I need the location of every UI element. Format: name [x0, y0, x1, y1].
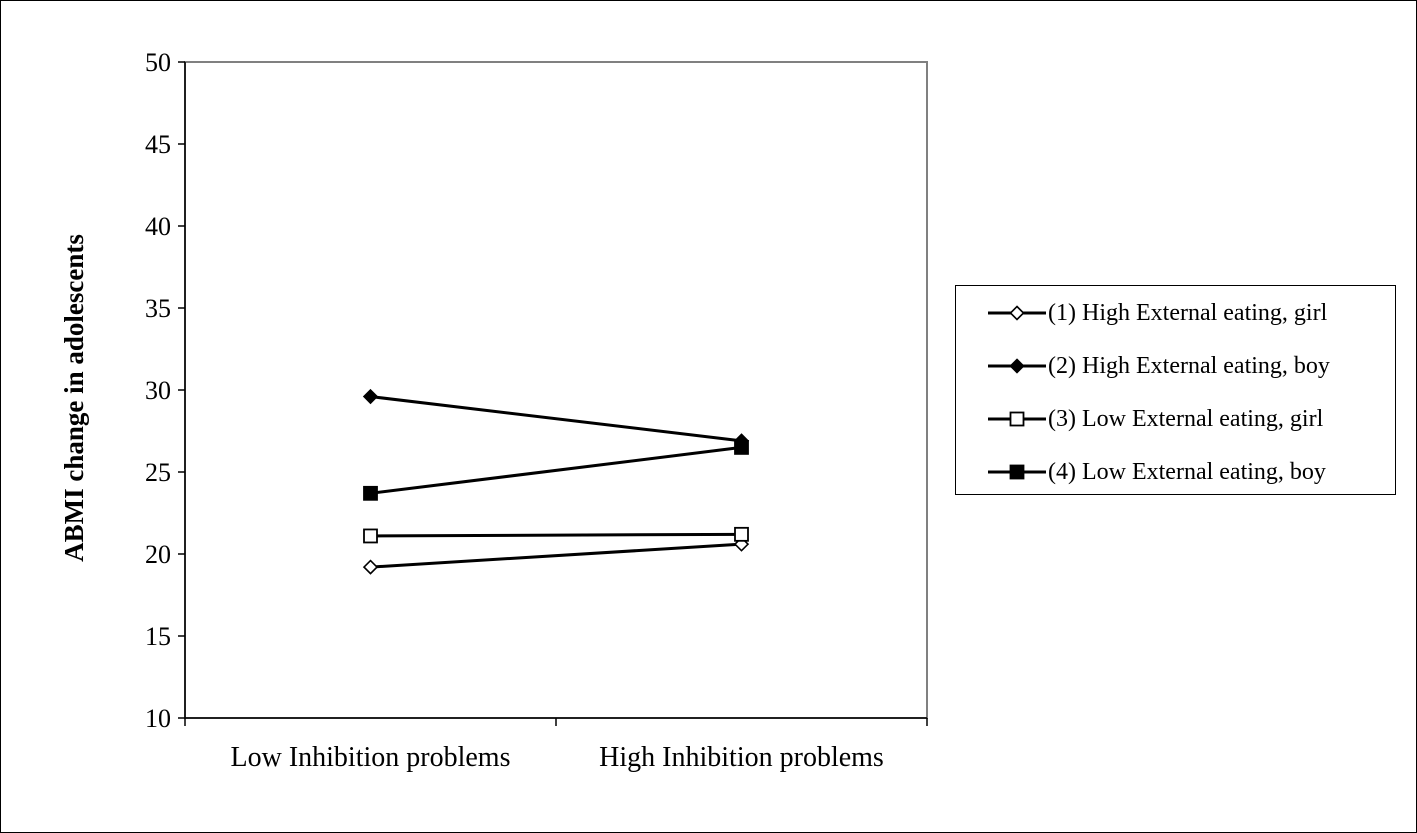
- data-point-series-4: [734, 439, 749, 455]
- legend-swatch-3: [988, 411, 1046, 427]
- legend: (1) High External eating, girl (2) High E…: [955, 285, 1396, 495]
- legend-swatch-4: [988, 464, 1046, 480]
- legend-item-1: (1) High External eating, girl: [988, 298, 1327, 328]
- legend-swatch-2: [988, 358, 1046, 374]
- y-tick-label: 45: [145, 130, 171, 159]
- legend-label: (2) High External eating, boy: [1048, 352, 1330, 379]
- y-tick-label: 20: [145, 540, 171, 569]
- legend-label: (3) Low External eating, girl: [1048, 405, 1324, 432]
- plot-area: [184, 61, 928, 719]
- data-point-series-1: [362, 559, 379, 575]
- y-tick-label: 50: [145, 48, 171, 77]
- data-point-series-3: [734, 526, 749, 542]
- y-tick-label: 10: [145, 704, 171, 733]
- series-line-2: [370, 395, 742, 443]
- data-point-series-2: [362, 388, 379, 405]
- y-tick-label: 15: [145, 622, 171, 651]
- data-point-series-4: [363, 485, 378, 501]
- legend-marker-1: [1009, 305, 1025, 321]
- legend-item-3: (3) Low External eating, girl: [988, 404, 1323, 434]
- x-tick-label: Low Inhibition problems: [231, 742, 511, 773]
- y-axis-label: ABMI change in adolescents: [59, 234, 89, 562]
- y-tick-label: 35: [145, 294, 171, 323]
- legend-label: (4) Low External eating, boy: [1048, 458, 1326, 485]
- legend-swatch-1: [988, 305, 1046, 321]
- legend-item-4: (4) Low External eating, boy: [988, 457, 1326, 487]
- data-point-series-3: [363, 528, 378, 544]
- y-tick-label: 30: [145, 376, 171, 405]
- y-tick-label: 25: [145, 458, 171, 487]
- legend-marker-3: [1009, 411, 1025, 427]
- series-line-1: [370, 542, 742, 569]
- x-tick-label: High Inhibition problems: [599, 742, 884, 773]
- legend-marker-4: [1009, 464, 1025, 480]
- y-tick-label: 40: [145, 212, 171, 241]
- legend-item-2: (2) High External eating, boy: [988, 351, 1330, 381]
- series-line-3: [370, 532, 742, 538]
- legend-marker-2: [1009, 358, 1025, 374]
- legend-label: (1) High External eating, girl: [1048, 299, 1328, 326]
- series-line-4: [370, 445, 742, 495]
